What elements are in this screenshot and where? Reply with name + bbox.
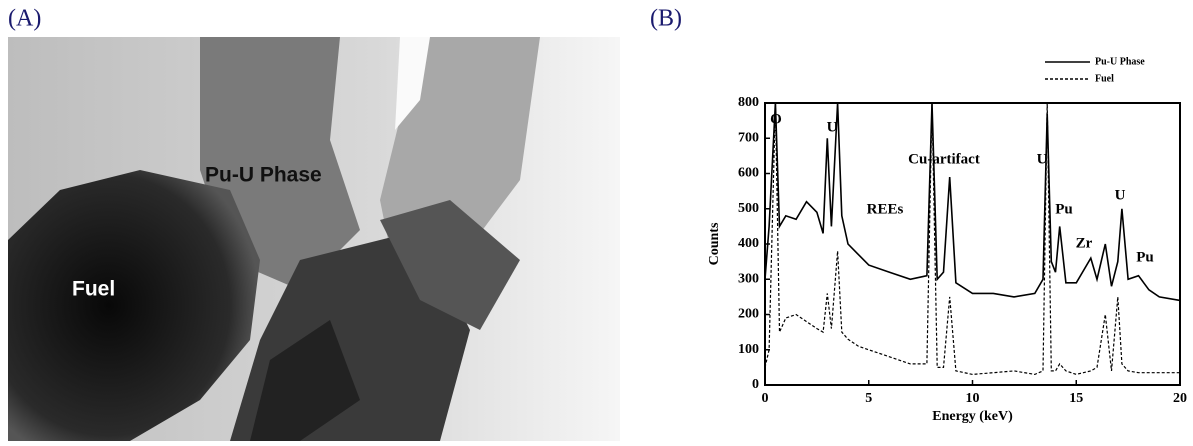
peak-label: REEs (867, 201, 904, 217)
panel-label: (B) (650, 6, 682, 32)
peak-label: U (1037, 151, 1048, 167)
panel-label: (A) (8, 6, 41, 32)
x-tick-label: 10 (966, 391, 980, 406)
y-tick-label: 300 (738, 271, 759, 286)
image-label: Fuel (72, 278, 115, 301)
image-label: Pu-U Phase (205, 164, 322, 187)
x-axis-label: Energy (keV) (932, 409, 1013, 424)
x-tick-label: 20 (1173, 391, 1187, 406)
y-tick-label: 100 (738, 342, 759, 357)
peak-label: U (827, 119, 838, 135)
legend-label: Pu-U Phase (1095, 56, 1145, 67)
micrograph: Pu-U Phase Fuel (8, 37, 620, 441)
legend-label: Fuel (1095, 73, 1114, 84)
y-axis-label: Counts (707, 222, 722, 265)
y-tick-label: 400 (738, 236, 759, 251)
x-tick-label: 15 (1069, 391, 1083, 406)
x-tick-label: 0 (762, 391, 769, 406)
chart: 0 100 200 300 400 500 600 700 800 0 5 10 15 20 Energy … (707, 56, 1187, 424)
spectrum-line (764, 102, 1181, 302)
y-tick-label: 800 (738, 95, 759, 110)
peak-label: Zr (1076, 235, 1093, 251)
spectrum-line (764, 102, 1180, 376)
y-tick-label: 200 (738, 307, 759, 322)
peak-label: Pu (1136, 249, 1154, 265)
x-tick-label: 5 (865, 391, 872, 406)
y-tick-label: 0 (752, 377, 759, 392)
y-tick-label: 600 (738, 166, 759, 181)
y-tick-label: 500 (738, 201, 759, 216)
peak-label: U (1115, 187, 1126, 203)
y-tick-label: 700 (738, 130, 759, 145)
peak-label: Pu (1055, 201, 1073, 217)
peak-label: O (770, 111, 782, 127)
peak-label: Cu-artifact (908, 151, 980, 167)
